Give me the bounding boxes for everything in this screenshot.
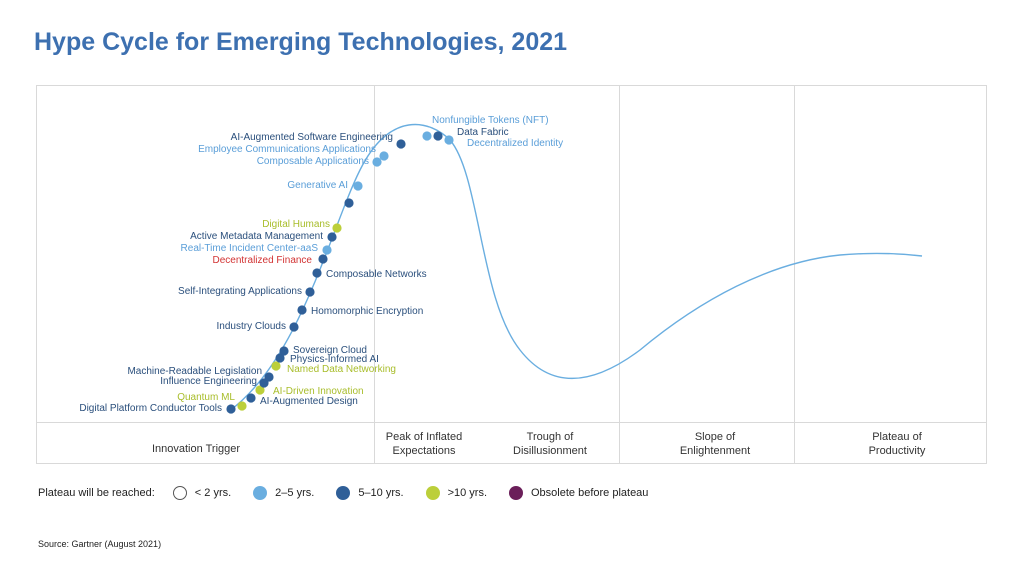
source-note: Source: Gartner (August 2021) <box>38 539 162 549</box>
tech-dot-quantum-ml <box>237 401 247 411</box>
tech-label-machine-readable-legislation: Machine-Readable Legislation <box>127 366 262 377</box>
tech-label-named-data-networking: Named Data Networking <box>287 364 396 375</box>
legend-text-obsolete: Obsolete before plateau <box>531 487 649 499</box>
tech-label-ai-augmented-software-engineering: AI-Augmented Software Engineering <box>231 132 393 143</box>
tech-dot-homomorphic-encryption <box>297 305 307 315</box>
legend-item-gt10: >10 yrs. <box>425 486 487 500</box>
tech-label-real-time-incident-center-aas: Real-Time Incident Center-aaS <box>181 243 319 254</box>
chart-title: Hype Cycle for Emerging Technologies, 20… <box>34 28 568 56</box>
tech-dot-ai-augmented-software-engineering <box>396 139 406 149</box>
tech-label-employee-communications-applications: Employee Communications Applications <box>198 144 376 155</box>
legend-text-5to10: 5–10 yrs. <box>358 487 404 499</box>
legend-item-5to10: 5–10 yrs. <box>336 486 404 500</box>
phase-label-2: Peak of Inflated Expectations <box>386 431 462 457</box>
legend-dot-5to10 <box>336 486 351 500</box>
phase-label-3: Trough of Disillusionment <box>513 431 587 457</box>
tech-label-ai-driven-innovation: AI-Driven Innovation <box>273 386 364 397</box>
tech-label-quantum-ml: Quantum ML <box>177 392 235 403</box>
legend-item-2to5: 2–5 yrs. <box>253 486 314 500</box>
tech-dot-physics-informed-ai <box>275 353 285 363</box>
tech-label-active-metadata-management: Active Metadata Management <box>190 231 323 242</box>
tech-dot-ai-augmented-design <box>246 393 256 403</box>
tech-dot-decentralized-finance <box>318 254 328 264</box>
legend-item-lt2: < 2 yrs. <box>172 486 232 500</box>
tech-dot-generative-ai <box>353 181 363 191</box>
tech-dot-real-time-incident-center-aas <box>322 245 332 255</box>
phase-label-4: Slope of Enlightenment <box>680 431 750 457</box>
legend-text-gt10: >10 yrs. <box>447 487 487 499</box>
legend-dot-gt10 <box>425 486 440 500</box>
tech-dot-active-metadata-management <box>327 232 337 242</box>
tech-dot-employee-communications-applications <box>379 151 389 161</box>
tech-label-decentralized-finance: Decentralized Finance <box>213 255 313 266</box>
tech-label-digital-humans: Digital Humans <box>262 219 330 230</box>
tech-dot-nonfungible-tokens-nft <box>422 131 432 141</box>
tech-dot-composable-applications <box>372 157 382 167</box>
tech-label-industry-clouds: Industry Clouds <box>217 321 286 332</box>
tech-label-influence-engineering: Influence Engineering <box>160 376 257 387</box>
tech-dot-industry-clouds <box>289 322 299 332</box>
tech-label-nonfungible-tokens-nft: Nonfungible Tokens (NFT) <box>432 115 549 126</box>
tech-dot-named-data-networking <box>271 361 281 371</box>
tech-dot-composable-networks <box>312 268 322 278</box>
tech-dot-decentralized-identity <box>444 135 454 145</box>
hype-cycle-chart: Innovation Trigger Peak of Inflated Expect… <box>36 85 987 464</box>
tech-label-ai-augmented-design: AI-Augmented Design <box>260 396 358 407</box>
legend-text-2to5: 2–5 yrs. <box>275 487 315 499</box>
tech-label-generative-ai: Generative AI <box>287 180 348 191</box>
tech-label-composable-networks: Composable Networks <box>326 269 427 280</box>
tech-dot-unlabeled-17 <box>344 198 354 208</box>
phase-label-1: Innovation Trigger <box>152 443 240 455</box>
tech-label-physics-informed-ai: Physics-Informed AI <box>290 354 379 365</box>
phase-label-5: Plateau of Productivity <box>869 431 926 457</box>
tech-dot-ai-driven-innovation <box>255 385 265 395</box>
tech-label-digital-platform-conductor-tools: Digital Platform Conductor Tools <box>79 403 222 414</box>
tech-dot-machine-readable-legislation <box>264 372 274 382</box>
legend-dot-2to5 <box>253 486 268 500</box>
tech-label-decentralized-identity: Decentralized Identity <box>467 138 563 149</box>
tech-label-self-integrating-applications: Self-Integrating Applications <box>178 286 302 297</box>
tech-label-homomorphic-encryption: Homomorphic Encryption <box>311 306 423 317</box>
legend-dot-obsolete <box>509 486 523 500</box>
tech-label-composable-applications: Composable Applications <box>257 156 369 167</box>
legend-label: Plateau will be reached: <box>38 487 155 499</box>
legend-dot-lt2 <box>172 486 187 500</box>
tech-dot-digital-humans <box>332 223 342 233</box>
tech-label-data-fabric: Data Fabric <box>457 127 509 138</box>
legend: Plateau will be reached: < 2 yrs. 2–5 yr… <box>38 486 670 500</box>
tech-dot-sovereign-cloud <box>279 346 289 356</box>
tech-dot-data-fabric <box>433 131 443 141</box>
tech-dot-digital-platform-conductor-tools <box>226 404 236 414</box>
tech-label-sovereign-cloud: Sovereign Cloud <box>293 345 367 356</box>
tech-dot-self-integrating-applications <box>305 287 315 297</box>
legend-text-lt2: < 2 yrs. <box>194 487 232 499</box>
plot-frame <box>36 85 987 464</box>
legend-item-obsolete: Obsolete before plateau <box>509 486 648 500</box>
